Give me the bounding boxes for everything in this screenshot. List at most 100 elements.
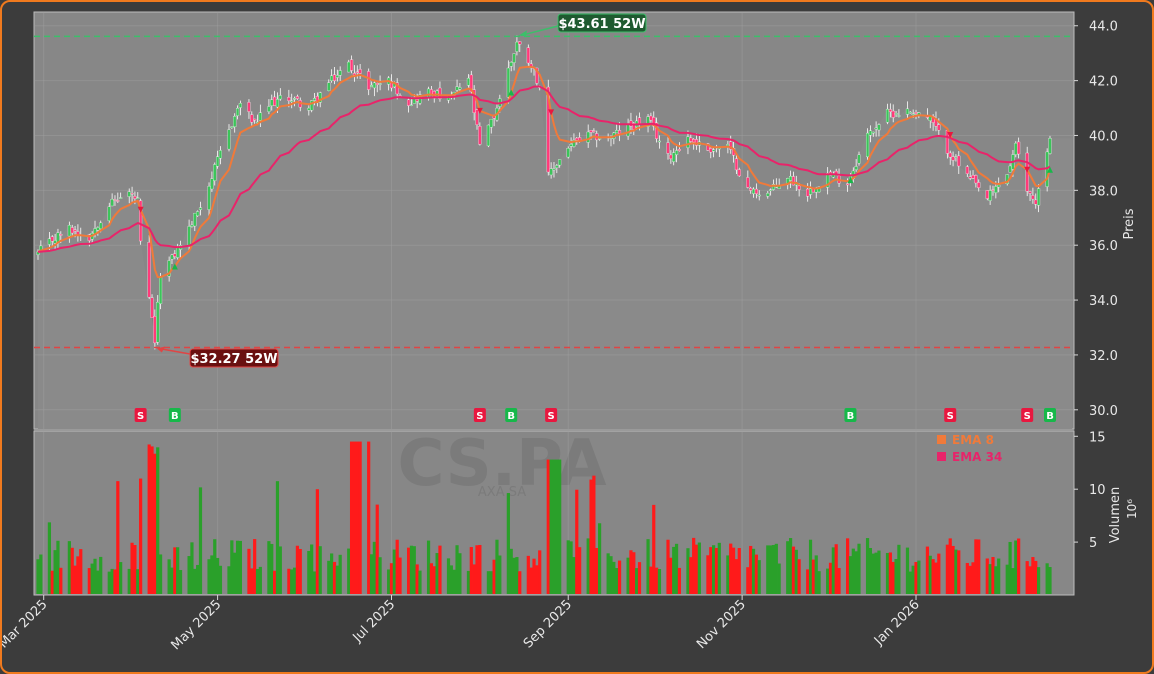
low-52w-label: $32.27 52W — [190, 352, 277, 367]
low-52w-arrowhead — [156, 346, 165, 353]
candle-body — [1031, 195, 1035, 200]
volume-bar — [50, 570, 54, 594]
candle-body — [575, 137, 579, 141]
candle-body — [908, 111, 912, 114]
volume-bar — [652, 504, 656, 594]
candle-body — [73, 229, 77, 232]
volume-bar — [227, 566, 231, 594]
volume-bar — [292, 567, 297, 594]
volume-bar — [677, 567, 682, 594]
y-tick-label: 32.0 — [1089, 349, 1118, 364]
volume-bar — [834, 544, 838, 594]
candle-body — [891, 110, 895, 118]
volume-bar — [489, 571, 493, 594]
volume-bar — [925, 546, 930, 594]
signal-marker — [1047, 166, 1053, 173]
volume-bar — [846, 538, 850, 594]
candle-body — [307, 107, 311, 111]
candle-body — [367, 71, 371, 90]
candle-body — [555, 165, 559, 169]
candle-body — [857, 154, 861, 164]
volume-bar — [173, 547, 177, 594]
volume-bar — [466, 570, 471, 594]
candle-body — [173, 253, 177, 257]
volume-bar — [70, 547, 74, 594]
volume-bar — [273, 570, 277, 594]
signal-buy-label: B — [171, 411, 179, 422]
ema-line-8 — [37, 65, 1051, 279]
candle-body — [133, 196, 137, 199]
volume-bar — [931, 559, 935, 594]
volume-bar — [355, 441, 359, 594]
volume-bar — [36, 559, 40, 594]
candle-body — [153, 316, 157, 344]
candle-body — [729, 141, 733, 150]
candle-body — [213, 164, 217, 181]
volume-bar — [253, 539, 257, 594]
signal-marker — [847, 177, 854, 184]
volume-bar — [409, 545, 414, 594]
volume-bar — [352, 441, 357, 594]
candle-body — [218, 150, 222, 159]
volume-bar — [629, 550, 633, 594]
volume-bar — [558, 459, 562, 594]
candle-body — [1037, 188, 1041, 206]
candle-body — [293, 98, 297, 100]
volume-bar — [885, 552, 890, 594]
volume-bar — [116, 481, 120, 594]
candle-body — [751, 188, 756, 194]
volume-bar — [458, 553, 462, 594]
candle-body — [666, 142, 670, 154]
volume-bar — [196, 564, 200, 594]
candle-body — [706, 143, 710, 151]
volume-bar — [971, 562, 975, 594]
volume-bar — [555, 459, 559, 594]
volume-bar — [546, 459, 550, 594]
candle-body — [47, 238, 51, 245]
volume-bar — [817, 571, 821, 594]
candle-body — [1017, 141, 1021, 155]
x-tick-label: Jul 2025 — [350, 597, 399, 646]
volume-bar — [769, 545, 773, 594]
y-tick-label: 42.0 — [1089, 75, 1118, 90]
volume-bar — [207, 559, 211, 594]
y-tick-label: 30.0 — [1089, 404, 1118, 419]
signal-sell-label: S — [548, 411, 555, 422]
candle-body — [991, 189, 995, 191]
volume-bar — [478, 544, 482, 594]
volume-bar — [392, 549, 396, 594]
volume-bar — [67, 541, 71, 594]
signal-sell-badge — [134, 408, 147, 422]
candle-body — [572, 139, 576, 147]
volume-bar — [267, 541, 271, 594]
candle-body — [985, 190, 989, 199]
candle-body — [455, 86, 459, 91]
candle-body — [598, 138, 602, 140]
volume-bar — [771, 544, 776, 594]
volume-bar — [632, 552, 636, 594]
candle-body — [549, 168, 553, 176]
signal-marker — [137, 206, 144, 213]
volume-bar — [529, 567, 533, 594]
volume-bar — [432, 566, 436, 594]
candle-body — [652, 117, 656, 127]
candle-body — [957, 155, 961, 167]
volume-bar — [854, 551, 858, 594]
volume-bar — [552, 459, 556, 594]
volume-bar — [888, 552, 892, 594]
y-tick-label: 44.0 — [1089, 20, 1118, 35]
volume-bar — [857, 543, 861, 594]
candle-body — [136, 197, 140, 199]
volume-bar — [307, 550, 311, 594]
candle-body — [253, 118, 257, 121]
volume-bar — [127, 568, 131, 594]
volume-bar — [412, 546, 416, 594]
volume-bar — [435, 553, 439, 594]
volume-bar — [167, 559, 171, 594]
volume-bar — [538, 550, 542, 594]
signal-buy-badge — [168, 408, 181, 422]
candle-body — [657, 140, 662, 143]
candle-body — [558, 159, 562, 166]
volume-bar — [994, 566, 998, 594]
